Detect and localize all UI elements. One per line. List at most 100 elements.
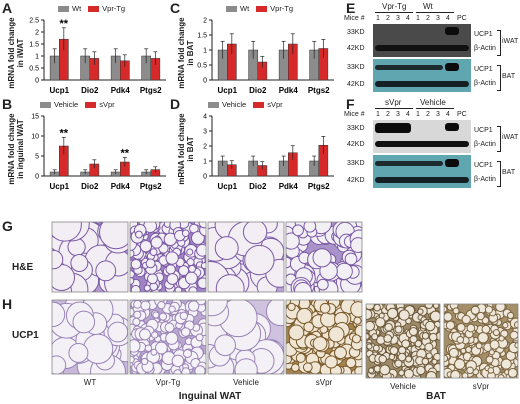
cell — [165, 251, 179, 265]
y-tick-label: 2 — [203, 144, 207, 151]
blot-e-group-2: Wt — [423, 2, 433, 11]
cell — [150, 348, 158, 356]
cell — [366, 333, 370, 340]
cell — [214, 236, 239, 261]
legend-swatch-control — [58, 5, 69, 12]
tile-border — [51, 221, 129, 293]
y-tick-label: 0 — [35, 174, 39, 181]
cell — [353, 316, 362, 325]
panel-f-letter: F — [346, 96, 355, 112]
cell — [461, 314, 471, 325]
cell — [196, 243, 206, 257]
he-image-vehicle — [207, 221, 285, 293]
cell — [498, 335, 505, 342]
cell — [354, 324, 362, 338]
legend-label: Vehicle — [54, 100, 79, 109]
blot-f-group-1: sVpr — [385, 98, 402, 107]
cell — [394, 359, 403, 368]
cell — [312, 248, 332, 268]
ucp1-image-vpr-tg — [129, 299, 207, 375]
blot-f-group-line — [375, 108, 413, 109]
cell — [265, 300, 284, 327]
lane-number: 1 — [416, 15, 420, 22]
cell — [99, 222, 128, 250]
legend-b: Vehicle sVpr — [40, 100, 115, 109]
cell — [351, 334, 362, 344]
legend-label: Vehicle — [222, 100, 247, 109]
ucp1-image-svpr — [285, 299, 363, 375]
cell — [140, 300, 151, 311]
cell — [287, 302, 296, 312]
cell — [155, 341, 168, 355]
x-tick-label: Dio2 — [81, 86, 99, 95]
cell — [506, 311, 515, 320]
blot-e-group-1: Vpr-Tg — [382, 2, 407, 11]
cell — [401, 339, 411, 349]
column-label: WT — [83, 378, 97, 387]
cell — [191, 231, 205, 245]
blot-e-protein: UCP1 — [474, 31, 493, 38]
cell — [139, 240, 153, 253]
lane-number: 2 — [426, 15, 430, 22]
cell — [316, 278, 329, 291]
cell — [424, 304, 434, 310]
cell — [149, 248, 158, 257]
tile-border — [129, 299, 207, 375]
y-tick-label: 1 — [203, 159, 207, 166]
cell — [414, 339, 423, 348]
row-label-he: H&E — [12, 262, 34, 273]
cell — [188, 286, 198, 292]
cell — [194, 365, 206, 374]
cell — [215, 274, 245, 292]
cell — [424, 342, 434, 352]
cell — [174, 286, 183, 292]
cell — [372, 344, 380, 352]
cell — [157, 300, 166, 310]
cell — [302, 362, 313, 373]
cell — [288, 324, 305, 341]
cell — [141, 357, 149, 366]
cell — [324, 355, 338, 369]
cell — [165, 264, 176, 275]
cell — [509, 330, 518, 340]
cell — [450, 370, 461, 378]
cell — [354, 365, 362, 374]
panel-a-letter: A — [2, 0, 13, 16]
lane-number: 4 — [406, 111, 410, 118]
cell — [187, 300, 200, 312]
legend-d: Vehicle sVpr — [208, 100, 283, 109]
cell — [186, 248, 194, 256]
cell — [448, 347, 459, 358]
legend-swatch-treated — [256, 5, 268, 12]
blot-e-marker: 33KD — [347, 64, 365, 71]
cell — [417, 308, 424, 315]
y-tick-label: 2 — [35, 30, 39, 37]
cell — [456, 335, 465, 344]
cell — [294, 282, 312, 292]
cell — [179, 311, 189, 321]
cell — [432, 304, 440, 309]
blot-f-iwat-image — [373, 120, 471, 153]
legend-swatch-control — [40, 101, 51, 108]
cell — [373, 304, 381, 312]
y-tick-label: 3 — [203, 129, 207, 136]
significance-marker: ** — [60, 127, 69, 139]
blot-f-bracket — [497, 126, 501, 152]
y-tick-label: 0 — [35, 78, 39, 85]
cell — [378, 312, 385, 319]
x-tick-label: Pdk4 — [279, 182, 299, 191]
ucp1-image-vehicle — [207, 299, 285, 375]
x-tick-label: Dio2 — [249, 182, 267, 191]
lane-number: 3 — [396, 111, 400, 118]
blot-e-bat-image — [373, 59, 471, 92]
cell — [502, 322, 509, 329]
cell — [487, 367, 495, 374]
cell — [214, 334, 236, 357]
legend-swatch-treated — [88, 5, 100, 12]
blot-f-group-2: Vehicle — [420, 98, 446, 107]
cell — [52, 249, 64, 270]
cell — [184, 271, 198, 285]
blot-f-bracket — [497, 161, 501, 187]
legend-label: Wt — [240, 4, 250, 13]
cell — [291, 363, 300, 372]
